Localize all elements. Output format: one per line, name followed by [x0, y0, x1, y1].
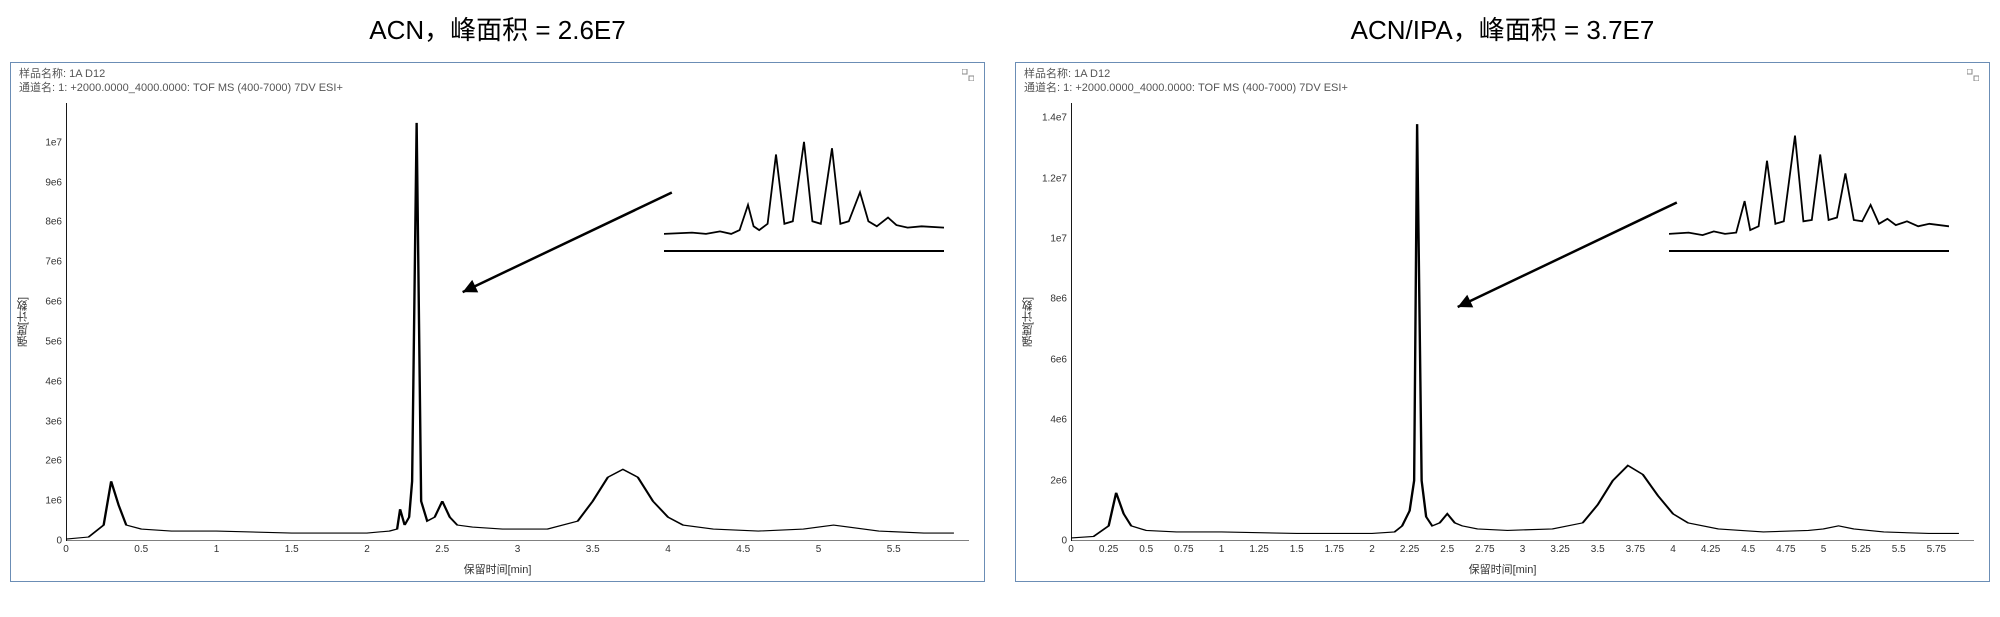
- channel-name-left: 通道名: 1: +2000.0000_4000.0000: TOF MS (40…: [19, 81, 343, 95]
- x-tick-label: 4: [665, 544, 671, 555]
- figure-container: ACN，峰面积 = 2.6E7 样品名称: 1A D12 通道名: 1: +20…: [10, 10, 1990, 582]
- y-ticks-right: 02e64e66e68e61e71.2e71.4e7: [1034, 103, 1069, 541]
- y-tick-label: 0: [1061, 536, 1067, 547]
- x-ticks-left: 0 0.5 1 1.5 2 2.5 3 3.5 4 4.5 5 5.5: [66, 544, 969, 559]
- x-tick-label: 0: [63, 544, 69, 555]
- x-tick-label: 1: [214, 544, 220, 555]
- inset-plot-left: [664, 123, 944, 263]
- panel-left: ACN，峰面积 = 2.6E7 样品名称: 1A D12 通道名: 1: +20…: [10, 10, 985, 582]
- sample-name-left: 样品名称: 1A D12: [19, 67, 343, 81]
- x-tick-label: 3: [515, 544, 521, 555]
- inset-plot-right: [1669, 123, 1949, 263]
- x-tick-label: 5.25: [1851, 544, 1870, 555]
- x-tick-label: 3.5: [1591, 544, 1605, 555]
- y-tick-label: 1.4e7: [1042, 113, 1067, 124]
- x-tick-label: 3.75: [1626, 544, 1645, 555]
- y-tick-label: 5e6: [45, 336, 62, 347]
- x-tick-label: 4.25: [1701, 544, 1720, 555]
- x-tick-label: 5.5: [887, 544, 901, 555]
- x-tick-label: 4.75: [1776, 544, 1795, 555]
- inset-right: [1669, 123, 1949, 263]
- x-tick-label: 0.5: [1139, 544, 1153, 555]
- sample-name-right: 样品名称: 1A D12: [1024, 67, 1348, 81]
- x-tick-label: 5: [816, 544, 822, 555]
- y-tick-label: 1e6: [45, 496, 62, 507]
- x-tick-label: 4.5: [736, 544, 750, 555]
- y-tick-label: 3e6: [45, 416, 62, 427]
- x-tick-label: 1.25: [1249, 544, 1268, 555]
- y-tick-label: 6e6: [1050, 354, 1067, 365]
- x-tick-label: 4: [1670, 544, 1676, 555]
- chart-box-left: 样品名称: 1A D12 通道名: 1: +2000.0000_4000.000…: [10, 62, 985, 582]
- x-tick-label: 2: [1369, 544, 1375, 555]
- chart-box-right: 样品名称: 1A D12 通道名: 1: +2000.0000_4000.000…: [1015, 62, 1990, 582]
- x-tick-label: 0: [1068, 544, 1074, 555]
- x-tick-label: 5: [1821, 544, 1827, 555]
- expand-icon[interactable]: [962, 69, 974, 81]
- x-tick-label: 2.75: [1475, 544, 1494, 555]
- x-tick-label: 3.5: [586, 544, 600, 555]
- x-tick-label: 0.25: [1099, 544, 1118, 555]
- x-tick-label: 1: [1219, 544, 1225, 555]
- x-axis-label-right: 保留时间[min]: [1469, 561, 1537, 577]
- y-tick-label: 8e6: [45, 217, 62, 228]
- chart-header-left: 样品名称: 1A D12 通道名: 1: +2000.0000_4000.000…: [19, 67, 343, 96]
- y-tick-label: 9e6: [45, 177, 62, 188]
- y-tick-label: 6e6: [45, 297, 62, 308]
- y-tick-label: 1e7: [45, 137, 62, 148]
- expand-icon[interactable]: [1967, 69, 1979, 81]
- x-tick-label: 3: [1520, 544, 1526, 555]
- x-axis-label-left: 保留时间[min]: [464, 561, 532, 577]
- x-tick-label: 5.75: [1927, 544, 1946, 555]
- y-tick-label: 7e6: [45, 257, 62, 268]
- x-tick-label: 2.25: [1400, 544, 1419, 555]
- channel-name-right: 通道名: 1: +2000.0000_4000.0000: TOF MS (40…: [1024, 81, 1348, 95]
- x-tick-label: 3.25: [1550, 544, 1569, 555]
- x-tick-label: 0.75: [1174, 544, 1193, 555]
- chart-header-right: 样品名称: 1A D12 通道名: 1: +2000.0000_4000.000…: [1024, 67, 1348, 96]
- x-tick-label: 2: [364, 544, 370, 555]
- panel-title-left: ACN，峰面积 = 2.6E7: [369, 10, 625, 47]
- x-ticks-right: 0 0.25 0.5 0.75 1 1.25 1.5 1.75 2 2.25 2.5 2.75 3 3.2…: [1071, 544, 1974, 559]
- y-tick-label: 2e6: [1050, 475, 1067, 486]
- panel-right: ACN/IPA，峰面积 = 3.7E7 样品名称: 1A D12 通道名: 1:…: [1015, 10, 1990, 582]
- x-tick-label: 1.5: [1290, 544, 1304, 555]
- x-tick-label: 2.5: [1440, 544, 1454, 555]
- x-tick-label: 5.5: [1892, 544, 1906, 555]
- x-tick-label: 2.5: [435, 544, 449, 555]
- y-tick-label: 1e7: [1050, 233, 1067, 244]
- y-tick-label: 1.2e7: [1042, 173, 1067, 184]
- x-tick-label: 1.75: [1325, 544, 1344, 555]
- y-tick-label: 4e6: [1050, 415, 1067, 426]
- panel-title-right: ACN/IPA，峰面积 = 3.7E7: [1351, 10, 1655, 47]
- y-tick-label: 8e6: [1050, 294, 1067, 305]
- x-tick-label: 0.5: [134, 544, 148, 555]
- x-tick-label: 4.5: [1741, 544, 1755, 555]
- inset-left: [664, 123, 944, 263]
- y-tick-label: 2e6: [45, 456, 62, 467]
- y-tick-label: 0: [56, 536, 62, 547]
- y-ticks-left: 01e62e63e64e65e66e67e68e69e61e7: [29, 103, 64, 541]
- x-tick-label: 1.5: [285, 544, 299, 555]
- y-tick-label: 4e6: [45, 376, 62, 387]
